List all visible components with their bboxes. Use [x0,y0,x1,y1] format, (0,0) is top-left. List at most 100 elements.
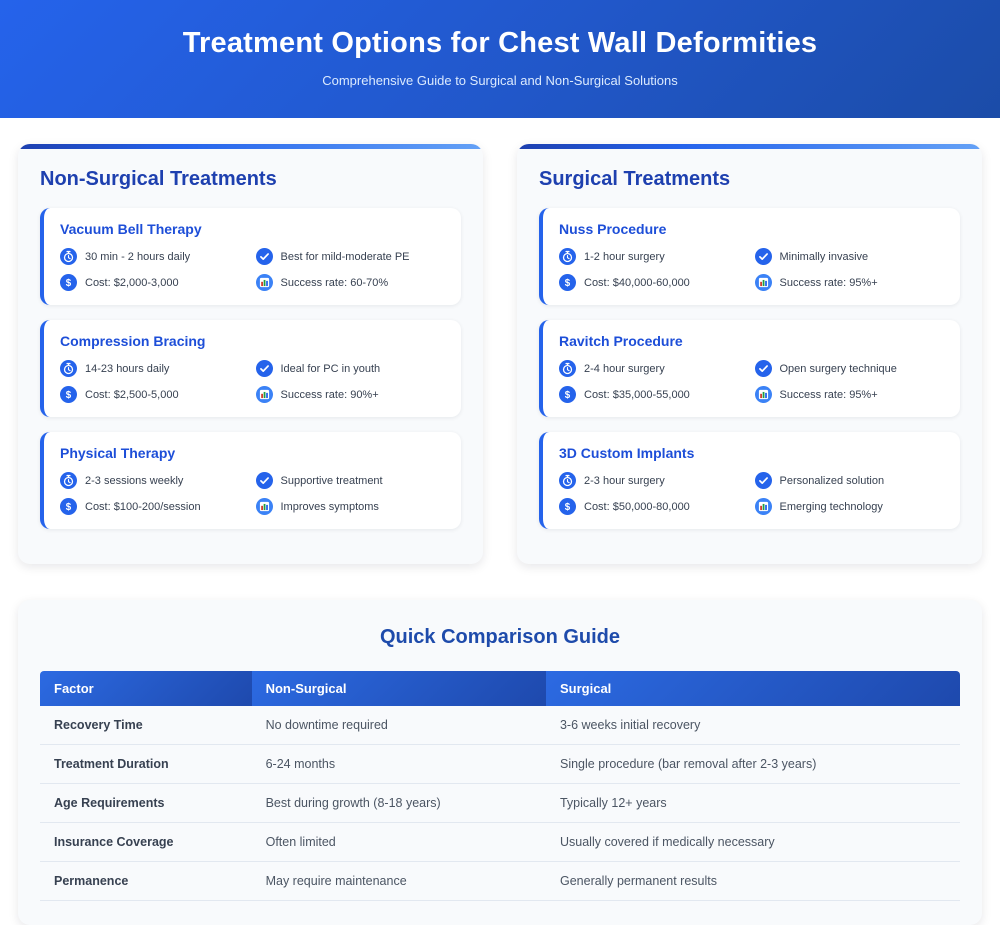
bar-chart-icon [755,386,772,403]
factor-cell: Recovery Time [40,706,252,745]
detail-text: Emerging technology [779,500,883,513]
detail-text: Ideal for PC in youth [280,362,381,375]
table-row: Insurance Coverage Often limited Usually… [40,822,960,862]
section-title: Non-Surgical Treatments [40,168,277,190]
detail-schedule: 14-23 hours daily [60,360,250,377]
detail-cost: Cost: $2,500-5,000 [60,386,250,403]
detail-cost: Cost: $35,000-55,000 [559,386,749,403]
page-title: Treatment Options for Chest Wall Deformi… [182,27,818,59]
section-surgical: Surgical Treatments Nuss Procedure 1-2 h… [517,144,982,564]
section-title: Surgical Treatments [539,168,731,190]
clock-icon [60,472,77,489]
column-header-factor: Factor [40,671,252,706]
detail-text: Supportive treatment [280,474,383,487]
treatment-details: 2-4 hour surgery Open surgery technique … [559,360,944,403]
detail-text: Cost: $35,000-55,000 [584,388,690,401]
check-icon [755,360,772,377]
dollar-icon [60,274,77,291]
comparison-table: Factor Non-Surgical Surgical Recovery Ti… [40,671,960,901]
detail-text: 30 min - 2 hours daily [85,250,191,263]
detail-success: Success rate: 95%+ [755,386,945,403]
treatment-title: Compression Bracing [60,333,206,349]
detail-text: Cost: $40,000-60,000 [584,276,690,289]
treatment-details: 30 min - 2 hours daily Best for mild-mod… [60,248,445,291]
treatment-title: 3D Custom Implants [559,445,695,461]
treatment-card-vacuum-bell: Vacuum Bell Therapy 30 min - 2 hours dai… [40,208,461,305]
surgical-cell: 3-6 weeks initial recovery [545,706,960,745]
detail-text: Open surgery technique [779,362,897,375]
treatment-details: 2-3 hour surgery Personalized solution C… [559,472,944,515]
detail-text: 14-23 hours daily [85,362,170,375]
dollar-icon [60,386,77,403]
bar-chart-icon [256,386,273,403]
check-icon [755,248,772,265]
detail-text: Improves symptoms [280,500,379,513]
treatment-card-compression-bracing: Compression Bracing 14-23 hours daily Id… [40,320,461,417]
card-accent-bar [517,144,982,149]
surgical-cell: Usually covered if medically necessary [545,822,960,862]
detail-benefit: Open surgery technique [755,360,945,377]
detail-text: 1-2 hour surgery [584,250,665,263]
page-subtitle: Comprehensive Guide to Surgical and Non-… [322,73,678,88]
bar-chart-icon [755,274,772,291]
detail-success: Success rate: 95%+ [755,274,945,291]
bar-chart-icon [256,274,273,291]
non-surgical-cell: Often limited [251,822,546,862]
detail-schedule: 2-4 hour surgery [559,360,749,377]
clock-icon [559,248,576,265]
detail-schedule: 30 min - 2 hours daily [60,248,250,265]
card-accent-bar [18,144,483,149]
bar-chart-icon [755,498,772,515]
detail-success: Improves symptoms [256,498,446,515]
table-header-row: Factor Non-Surgical Surgical [40,671,960,706]
surgical-cell: Single procedure (bar removal after 2-3 … [545,744,960,784]
factor-cell: Permanence [40,861,252,901]
dollar-icon [559,386,576,403]
check-icon [256,472,273,489]
column-header-non-surgical: Non-Surgical [251,671,546,706]
non-surgical-cell: 6-24 months [251,744,546,784]
detail-text: Success rate: 95%+ [779,388,878,401]
surgical-cell: Generally permanent results [545,861,960,901]
check-icon [256,248,273,265]
detail-text: Cost: $50,000-80,000 [584,500,690,513]
detail-text: Cost: $2,000-3,000 [85,276,179,289]
clock-icon [559,360,576,377]
table-row: Treatment Duration 6-24 months Single pr… [40,744,960,784]
treatment-details: 14-23 hours daily Ideal for PC in youth … [60,360,445,403]
factor-cell: Treatment Duration [40,744,252,784]
clock-icon [60,360,77,377]
detail-text: Personalized solution [779,474,885,487]
dollar-icon [60,498,77,515]
detail-cost: Cost: $100-200/session [60,498,250,515]
table-row: Recovery Time No downtime required 3-6 w… [40,706,960,745]
treatment-details: 2-3 sessions weekly Supportive treatment… [60,472,445,515]
detail-schedule: 2-3 hour surgery [559,472,749,489]
treatment-card-nuss: Nuss Procedure 1-2 hour surgery Minimall… [539,208,960,305]
detail-benefit: Personalized solution [755,472,945,489]
detail-text: Success rate: 95%+ [779,276,878,289]
detail-text: 2-3 hour surgery [584,474,665,487]
column-header-surgical: Surgical [545,671,960,706]
treatment-details: 1-2 hour surgery Minimally invasive Cost… [559,248,944,291]
treatment-title: Nuss Procedure [559,221,667,237]
detail-benefit: Ideal for PC in youth [256,360,446,377]
section-non-surgical: Non-Surgical Treatments Vacuum Bell Ther… [18,144,483,564]
treatment-card-ravitch: Ravitch Procedure 2-4 hour surgery Open … [539,320,960,417]
bar-chart-icon [256,498,273,515]
treatment-sections-row: Non-Surgical Treatments Vacuum Bell Ther… [18,144,982,564]
non-surgical-cell: May require maintenance [251,861,546,901]
factor-cell: Age Requirements [40,783,252,823]
treatment-card-3d-implants: 3D Custom Implants 2-3 hour surgery Pers… [539,432,960,529]
clock-icon [60,248,77,265]
detail-benefit: Supportive treatment [256,472,446,489]
dollar-icon [559,274,576,291]
detail-text: Minimally invasive [779,250,869,263]
detail-schedule: 2-3 sessions weekly [60,472,250,489]
detail-text: Success rate: 90%+ [280,388,379,401]
detail-text: 2-4 hour surgery [584,362,665,375]
detail-text: Success rate: 60-70% [280,276,389,289]
check-icon [256,360,273,377]
detail-text: Cost: $100-200/session [85,500,201,513]
treatment-title: Vacuum Bell Therapy [60,221,202,237]
